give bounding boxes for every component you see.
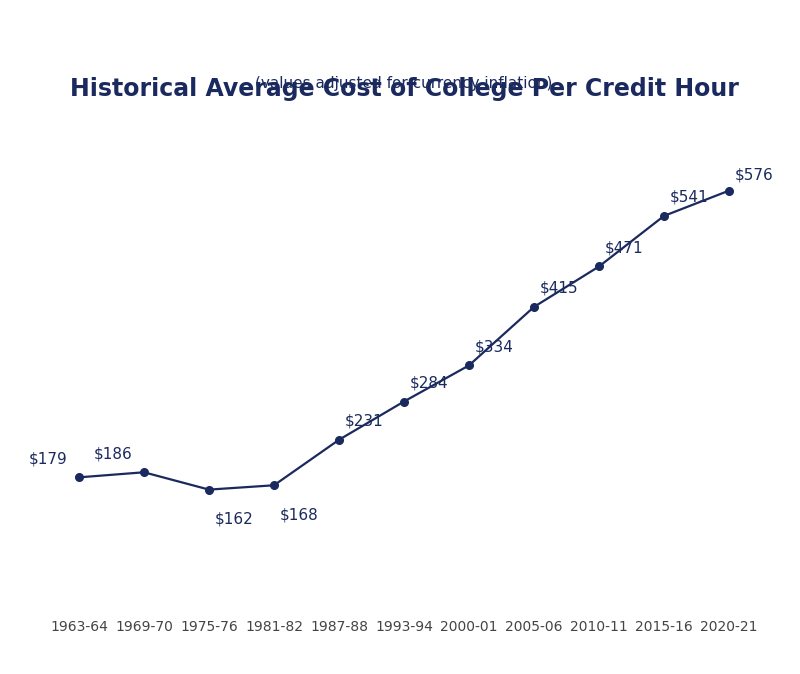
Text: $179: $179 bbox=[29, 451, 68, 466]
Text: $471: $471 bbox=[605, 241, 643, 255]
Text: $576: $576 bbox=[734, 167, 774, 182]
Text: $162: $162 bbox=[214, 512, 254, 527]
Text: $284: $284 bbox=[410, 375, 448, 390]
Text: (values adjusted for currency inflation): (values adjusted for currency inflation) bbox=[255, 76, 553, 91]
Text: $541: $541 bbox=[670, 190, 708, 205]
Text: $231: $231 bbox=[345, 414, 383, 429]
Text: $186: $186 bbox=[94, 446, 133, 461]
Text: $415: $415 bbox=[539, 281, 578, 296]
Text: $334: $334 bbox=[474, 339, 514, 355]
Text: $168: $168 bbox=[279, 508, 318, 522]
Title: Historical Average Cost of College Per Credit Hour: Historical Average Cost of College Per C… bbox=[70, 77, 738, 100]
